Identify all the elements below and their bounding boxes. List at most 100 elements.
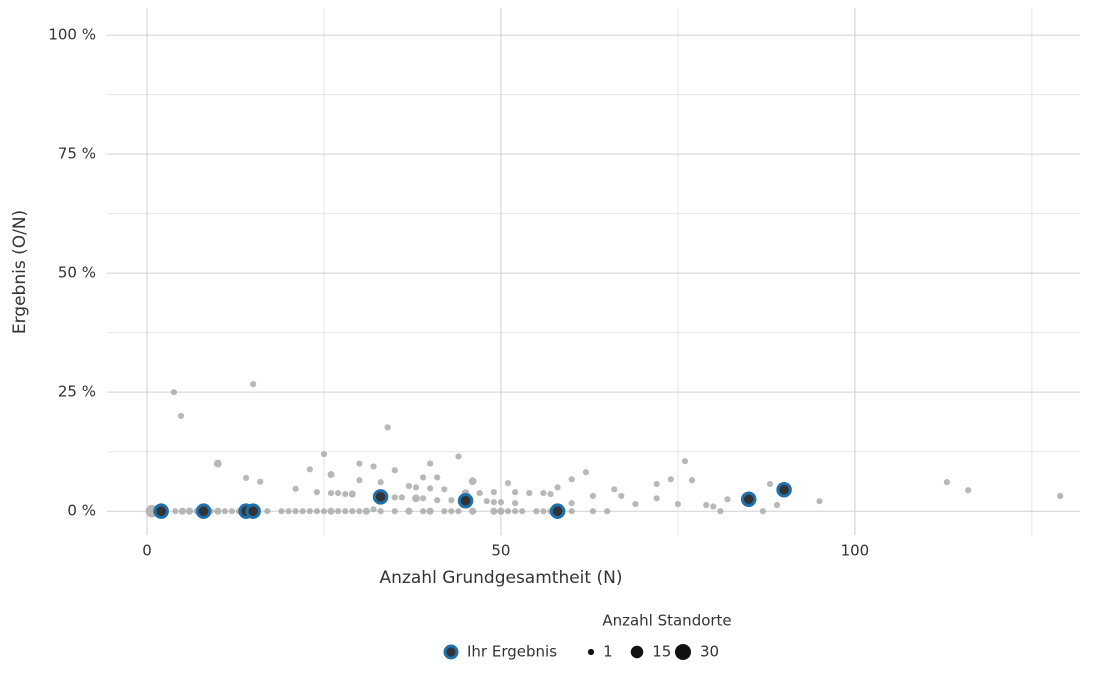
point: [540, 490, 547, 497]
point: [178, 507, 186, 515]
point: [441, 508, 448, 515]
point: [327, 470, 335, 479]
point: [348, 490, 356, 498]
point: [370, 506, 377, 513]
point: [455, 453, 462, 460]
point: [632, 500, 639, 508]
point: [759, 508, 766, 515]
highlight-point: [740, 491, 757, 508]
point: [185, 507, 194, 515]
point: [434, 474, 441, 481]
point: [554, 484, 561, 491]
point: [448, 508, 455, 515]
point: [391, 508, 398, 515]
legend-title: Anzahl Standorte: [602, 612, 731, 630]
point: [504, 508, 512, 515]
size-legend-label: 15: [652, 643, 671, 661]
point: [703, 501, 710, 509]
point: [377, 508, 384, 515]
point: [327, 490, 335, 497]
x-tick-label: 50: [491, 542, 510, 560]
point: [1057, 492, 1064, 500]
point: [533, 508, 540, 515]
point: [611, 486, 618, 493]
point: [313, 508, 320, 515]
size-legend-swatch: [674, 643, 692, 661]
highlight-point: [549, 503, 566, 519]
point: [512, 500, 519, 507]
point: [327, 507, 335, 515]
point: [391, 494, 398, 501]
point: [568, 476, 575, 483]
point: [405, 507, 413, 515]
point: [717, 508, 724, 515]
point: [243, 474, 250, 481]
point: [497, 507, 505, 515]
highlight-point: [776, 482, 792, 498]
y-tick-label: 0 %: [67, 502, 96, 520]
point: [490, 507, 498, 515]
point: [419, 495, 427, 502]
point: [512, 489, 519, 496]
point: [476, 490, 483, 497]
x-tick-label: 100: [841, 542, 870, 560]
highlight-point: [195, 503, 212, 519]
point: [320, 450, 328, 458]
point: [589, 492, 597, 500]
point: [688, 477, 696, 484]
point: [710, 503, 717, 510]
point: [426, 507, 434, 515]
point: [667, 476, 674, 483]
point: [434, 497, 441, 504]
point: [455, 508, 462, 515]
point: [504, 480, 512, 487]
point: [377, 479, 384, 486]
point: [370, 463, 377, 470]
size-legend-swatch: [587, 648, 595, 656]
point: [177, 412, 185, 420]
point: [257, 478, 264, 485]
point: [427, 460, 434, 467]
point: [568, 500, 575, 507]
point: [172, 508, 179, 515]
y-tick-label: 75 %: [58, 145, 96, 163]
point: [540, 508, 547, 515]
point: [519, 508, 526, 515]
y-tick-label: 25 %: [58, 383, 96, 401]
point: [766, 480, 774, 488]
point: [653, 480, 660, 488]
point: [285, 508, 292, 515]
legend-swatch: [443, 644, 459, 660]
point: [468, 477, 477, 486]
point: [320, 508, 328, 515]
point: [582, 469, 589, 476]
point: [965, 487, 972, 494]
point: [213, 459, 222, 468]
highlight-point: [457, 492, 474, 509]
point: [568, 508, 575, 515]
size-legend-label: 30: [700, 643, 719, 661]
point: [448, 497, 455, 504]
point: [512, 508, 519, 515]
point: [490, 499, 497, 506]
point: [398, 494, 405, 501]
point: [335, 508, 342, 515]
point: [604, 508, 611, 515]
point: [526, 490, 533, 497]
point: [490, 489, 497, 496]
point: [816, 498, 823, 505]
point: [356, 477, 363, 484]
point: [214, 507, 222, 515]
point: [497, 499, 505, 506]
point: [299, 508, 306, 515]
point: [483, 498, 490, 505]
point: [292, 485, 299, 492]
highlight-point: [245, 503, 261, 519]
point: [469, 507, 477, 515]
point: [391, 467, 398, 474]
point: [681, 458, 689, 465]
point: [228, 508, 236, 515]
point: [427, 485, 434, 492]
